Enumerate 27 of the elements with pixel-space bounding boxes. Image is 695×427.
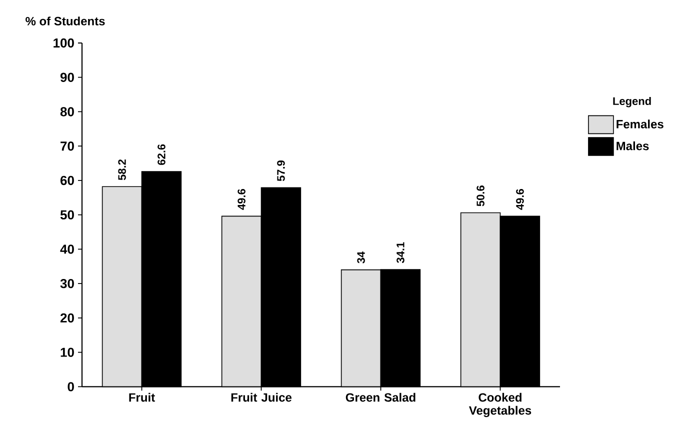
data-label: 50.6 — [476, 186, 484, 206]
y-tick-label: 40 — [60, 244, 74, 254]
legend-label: Males — [616, 141, 649, 150]
data-label: 49.6 — [516, 189, 524, 210]
x-tick-label: Fruit — [129, 392, 155, 402]
y-tick-label: 10 — [60, 348, 74, 357]
x-tick-label: Green Salad — [346, 392, 416, 402]
data-label: 62.6 — [158, 144, 166, 165]
legend-label: Females — [616, 120, 664, 128]
y-tick-label: 0 — [68, 382, 74, 392]
data-label: 49.6 — [238, 189, 246, 210]
data-label: 34.1 — [396, 242, 404, 264]
y-axis-title: % of Students — [26, 16, 105, 26]
data-label: 58.2 — [118, 159, 126, 180]
y-tick-label: 20 — [60, 313, 74, 323]
legend-title: Legend — [613, 96, 651, 108]
x-tick-label: Cooked Vegetables — [468, 392, 532, 418]
y-tick-label: 90 — [60, 72, 74, 82]
y-tick-label: 80 — [60, 107, 74, 116]
y-tick-label: 60 — [60, 176, 74, 186]
y-tick-label: 50 — [60, 210, 74, 220]
data-label: 57.9 — [277, 160, 285, 182]
y-tick-label: 100 — [54, 38, 74, 48]
x-tick-label: Fruit Juice — [231, 392, 292, 402]
data-label: 34 — [357, 251, 365, 264]
y-tick-label: 30 — [60, 278, 74, 288]
y-tick-label: 70 — [60, 141, 74, 151]
